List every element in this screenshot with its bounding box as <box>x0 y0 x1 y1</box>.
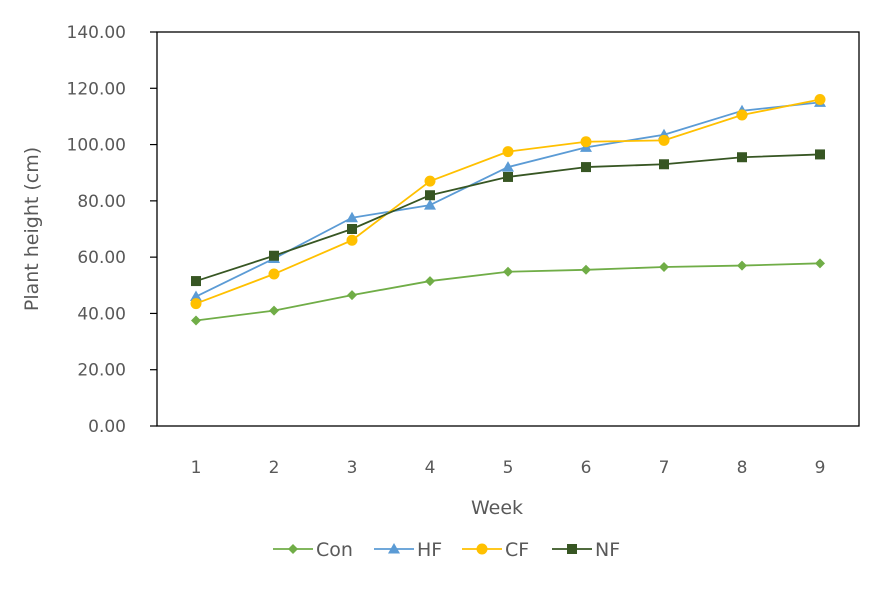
legend-item-con: Con <box>273 539 353 561</box>
data-point-con <box>581 264 591 275</box>
legend-item-nf: NF <box>552 539 620 561</box>
data-point-nf <box>581 162 591 173</box>
data-point-cf <box>190 298 202 310</box>
data-point-hf <box>502 161 514 172</box>
data-point-nf <box>269 250 279 261</box>
series-con <box>191 258 825 326</box>
data-point-cf <box>268 268 280 280</box>
data-point-nf <box>425 190 435 201</box>
legend-marker-nf <box>567 544 577 554</box>
data-point-nf <box>659 159 669 170</box>
data-point-cf <box>424 175 436 187</box>
data-point-hf <box>346 211 358 223</box>
data-point-nf <box>347 224 357 234</box>
legend-item-hf: HF <box>374 539 442 561</box>
data-point-cf <box>814 94 826 106</box>
data-point-nf <box>191 276 201 287</box>
data-point-cf <box>502 146 514 158</box>
legend-label-hf: HF <box>417 539 442 561</box>
legend-item-cf: CF <box>462 539 529 561</box>
legend-marker-cf <box>476 543 488 555</box>
x-tick-label: 1 <box>191 458 202 478</box>
x-axis-title: Week <box>471 497 523 519</box>
y-tick-label: 20.00 <box>77 361 126 381</box>
data-point-con <box>269 305 279 316</box>
data-point-hf <box>190 290 202 302</box>
x-tick-label: 7 <box>659 458 670 478</box>
x-tick-label: 6 <box>581 458 592 478</box>
data-point-con <box>815 258 825 269</box>
data-point-cf <box>658 134 670 146</box>
legend-label-con: Con <box>316 539 353 561</box>
series-nf <box>191 149 825 287</box>
x-tick-label: 2 <box>269 458 280 478</box>
y-tick-label: 40.00 <box>77 304 126 324</box>
data-point-hf <box>424 199 436 210</box>
legend-marker-hf <box>388 543 400 554</box>
data-point-cf <box>580 136 592 148</box>
x-tick-label: 8 <box>737 458 748 478</box>
data-point-con <box>503 266 513 277</box>
legend-marker-con <box>288 544 298 554</box>
y-tick-label: 140.00 <box>67 23 126 43</box>
data-point-cf <box>736 109 748 121</box>
legend-label-cf: CF <box>505 539 529 561</box>
plot-area-frame <box>156 31 860 427</box>
x-tick-label: 5 <box>503 458 514 478</box>
series-cf <box>190 94 826 310</box>
x-tick-label: 9 <box>815 458 826 478</box>
y-tick-label: 0.00 <box>88 417 126 437</box>
data-point-nf <box>815 149 825 160</box>
x-tick-label: 3 <box>347 458 358 478</box>
data-point-nf <box>737 152 747 163</box>
y-tick-label: 80.00 <box>77 192 126 212</box>
data-point-con <box>191 315 201 326</box>
y-tick-label: 120.00 <box>67 79 126 99</box>
data-point-con <box>737 260 747 271</box>
y-axis-title: Plant height (cm) <box>21 147 43 311</box>
data-point-con <box>659 261 669 272</box>
data-point-con <box>425 276 435 287</box>
x-tick-label: 4 <box>425 458 436 478</box>
legend: Con HF CF NF <box>273 539 620 561</box>
data-point-cf <box>346 234 358 246</box>
data-point-con <box>347 290 357 301</box>
data-point-nf <box>503 171 513 182</box>
legend-label-nf: NF <box>595 539 620 561</box>
y-tick-label: 100.00 <box>67 136 126 156</box>
y-tick-label: 60.00 <box>77 248 126 268</box>
